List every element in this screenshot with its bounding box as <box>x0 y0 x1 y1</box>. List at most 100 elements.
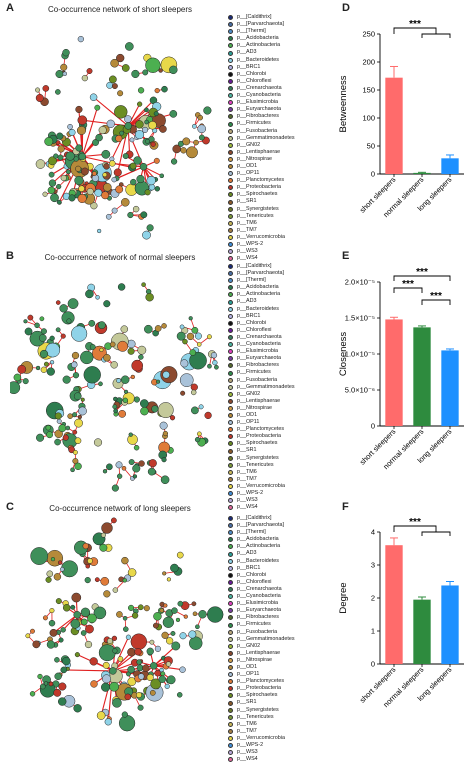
network-node <box>76 145 83 152</box>
network-node <box>183 138 190 145</box>
network-node <box>176 618 180 622</box>
network-node <box>118 283 125 290</box>
legend-item: p__Synergistetes <box>228 455 328 462</box>
panel-letter-e: E <box>342 250 349 262</box>
network-node <box>112 698 121 707</box>
legend-label: p__Nitrospirae <box>237 405 272 412</box>
legend-label: p__Nitrospirae <box>237 156 272 163</box>
network-node <box>101 577 109 585</box>
legend-item: p__Chlorobi <box>228 572 328 579</box>
legend-swatch <box>228 171 233 176</box>
legend-item: p__Bacteroidetes <box>228 558 328 565</box>
network-node <box>54 657 59 662</box>
network-node <box>62 657 70 665</box>
network-node <box>36 366 40 370</box>
significance-label: *** <box>409 517 421 528</box>
network-node <box>87 68 92 73</box>
legend-item: p__WS4 <box>228 255 328 262</box>
network-node <box>109 667 116 674</box>
legend-item: p__WS4 <box>228 756 328 763</box>
network-node <box>147 648 154 655</box>
network-node <box>191 384 198 391</box>
network-node <box>123 578 127 582</box>
legend-label: p__Tenericutes <box>237 213 274 220</box>
network-node <box>56 133 63 140</box>
legend-swatch <box>228 672 233 677</box>
network-node <box>103 173 107 177</box>
legend-item: p__[Thermi] <box>228 277 328 284</box>
network-node <box>63 376 71 384</box>
network-node <box>57 200 61 204</box>
legend-swatch <box>228 51 233 56</box>
network-node <box>114 105 127 118</box>
legend-label: p__Cyanobacteria <box>237 92 281 99</box>
network-node <box>57 419 62 424</box>
network-node <box>49 172 54 177</box>
legend-item: p__Spirochaetes <box>228 440 328 447</box>
network-node <box>147 176 156 185</box>
network-node <box>135 130 144 139</box>
legend-item: p__WS3 <box>228 497 328 504</box>
network-node <box>180 667 186 673</box>
network-node <box>47 641 55 649</box>
network-node <box>186 147 197 158</box>
legend-swatch <box>228 601 233 606</box>
network-node <box>95 189 102 196</box>
network-node <box>85 641 92 648</box>
network-node <box>71 605 75 609</box>
network-node <box>195 625 199 629</box>
network-node <box>138 674 144 680</box>
legend-item: p__Cyanobacteria <box>228 593 328 600</box>
network-node <box>180 391 185 396</box>
legend-label: p__Synergistetes <box>237 707 279 714</box>
legend-swatch <box>228 406 233 411</box>
legend-label: p__Fusobacteria <box>237 629 277 636</box>
network-node <box>71 468 75 472</box>
legend-label: p__Crenarchaeota <box>237 586 282 593</box>
legend-label: p__Verrucomicrobia <box>237 483 285 490</box>
bar <box>385 78 402 174</box>
network-node <box>112 636 117 641</box>
network-node <box>101 192 108 199</box>
network-node <box>121 557 128 564</box>
legend-label: p__WPS-2 <box>237 490 263 497</box>
network-node <box>117 341 127 351</box>
network-node <box>58 561 62 565</box>
legend-label: p__Firmicutes <box>237 621 271 628</box>
y-axis-label: Betweenness <box>338 75 349 132</box>
network-node <box>75 463 82 470</box>
network-node <box>30 691 35 696</box>
network-title-short: Co-occurrence network of short sleepers <box>10 5 230 14</box>
network-node <box>69 129 75 135</box>
network-node <box>55 89 60 94</box>
legend-item: p__[Parvarchaeota] <box>228 270 328 277</box>
network-node <box>156 380 160 384</box>
network-node <box>139 461 145 467</box>
network-node <box>100 348 104 352</box>
legend-swatch <box>228 307 233 312</box>
network-node <box>128 666 135 673</box>
legend-swatch <box>228 200 233 205</box>
network-node <box>78 407 86 415</box>
network-node <box>115 186 122 193</box>
legend-swatch <box>228 708 233 713</box>
legend-label: p__Verrucomicrobia <box>237 735 285 742</box>
network-node <box>131 375 135 379</box>
network-node <box>159 676 166 683</box>
legend-label: p__BRC1 <box>237 565 260 572</box>
legend-item: p__Synergistetes <box>228 707 328 714</box>
legend-item: p__Fusobacteria <box>228 629 328 636</box>
network-node <box>78 194 87 203</box>
legend-item: p__Euryarchaeota <box>228 607 328 614</box>
legend-label: p__Acidobacteria <box>237 536 279 543</box>
legend-item: p__WS3 <box>228 248 328 255</box>
legend-item: p__Firmicutes <box>228 621 328 628</box>
network-node <box>112 83 117 88</box>
network-node <box>56 184 61 189</box>
network-node <box>50 360 54 364</box>
network-node <box>86 564 90 568</box>
legend-item: p__Bacteroidetes <box>228 306 328 313</box>
network-graph-short <box>10 16 226 246</box>
legend-item: p__[Thermi] <box>228 28 328 35</box>
network-node <box>101 683 110 692</box>
